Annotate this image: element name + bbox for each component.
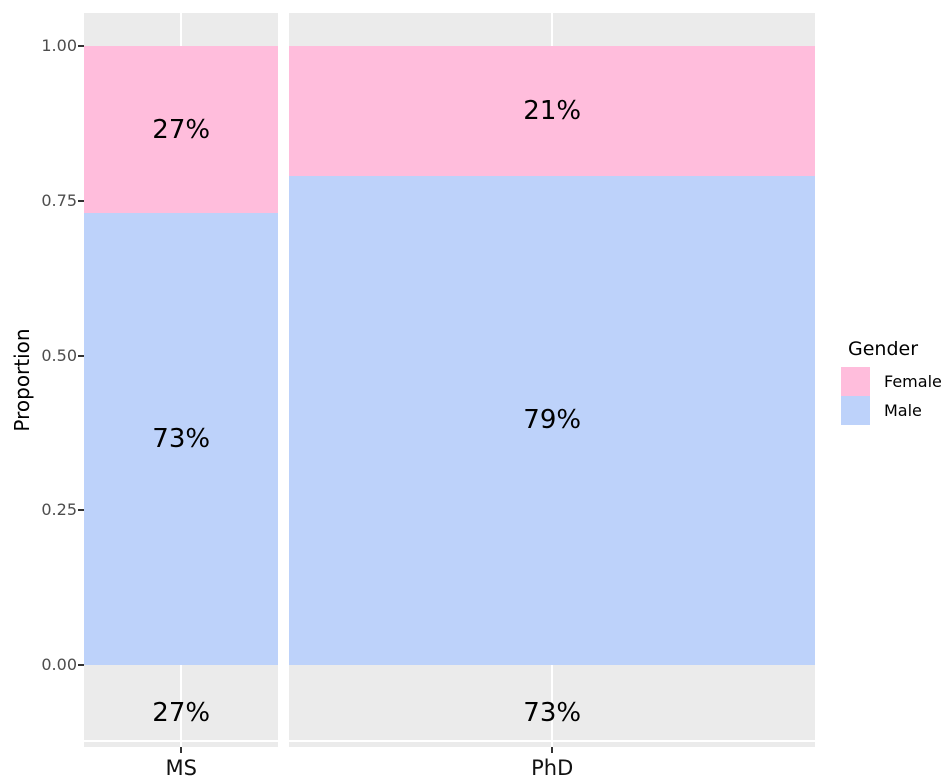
y-tick-label-0-25: 0.25 (41, 500, 77, 520)
bar-segment-ms-female (84, 46, 279, 214)
legend-label-female: Female (884, 372, 942, 391)
bar-label-phd-male: 79% (523, 405, 582, 436)
y-axis-title: Proportion (10, 328, 34, 432)
y-tick-1-00 (78, 45, 84, 47)
legend-swatch-male (841, 396, 870, 425)
x-tick-phd (551, 747, 554, 753)
y-tick-0-25 (78, 509, 84, 512)
bar-label-phd-female: 21% (523, 95, 582, 126)
bar-label-ms-female: 27% (152, 114, 211, 145)
bar-label-ms-male: 73% (152, 424, 211, 455)
legend-item-male: Male (841, 396, 942, 425)
bar-segment-phd-female (289, 46, 815, 176)
legend-item-female: Female (841, 367, 942, 396)
y-tick-0-00 (78, 664, 84, 666)
legend-items: Female Male (841, 367, 942, 425)
legend-label-male: Male (884, 401, 922, 420)
weight-label-phd: 73% (523, 698, 582, 728)
legend-title: Gender (848, 338, 919, 360)
y-tick-label-1-00: 1.00 (41, 36, 77, 55)
y-tick-0-75 (78, 199, 84, 202)
y-tick-label-0-75: 0.75 (41, 190, 77, 210)
gridline-minor-horizontal (84, 740, 815, 742)
y-tick-0-50 (78, 354, 84, 357)
weight-label-ms: 27% (152, 698, 211, 728)
y-tick-label-0-50: 0.50 (41, 345, 77, 365)
x-tick-label-ms: MS (165, 756, 197, 780)
bar-segment-ms-male (84, 213, 279, 665)
legend: Gender Female Male (841, 338, 942, 425)
bar-gap-0 (278, 13, 290, 747)
x-tick-ms (180, 747, 183, 753)
plot-panel: 73% 27% 27% 79% 21% 73% (84, 13, 815, 747)
x-tick-label-phd: PhD (531, 756, 574, 780)
legend-swatch-female (841, 367, 870, 396)
y-tick-label-0-00: 0.00 (41, 655, 77, 674)
bar-segment-phd-male (289, 175, 815, 665)
